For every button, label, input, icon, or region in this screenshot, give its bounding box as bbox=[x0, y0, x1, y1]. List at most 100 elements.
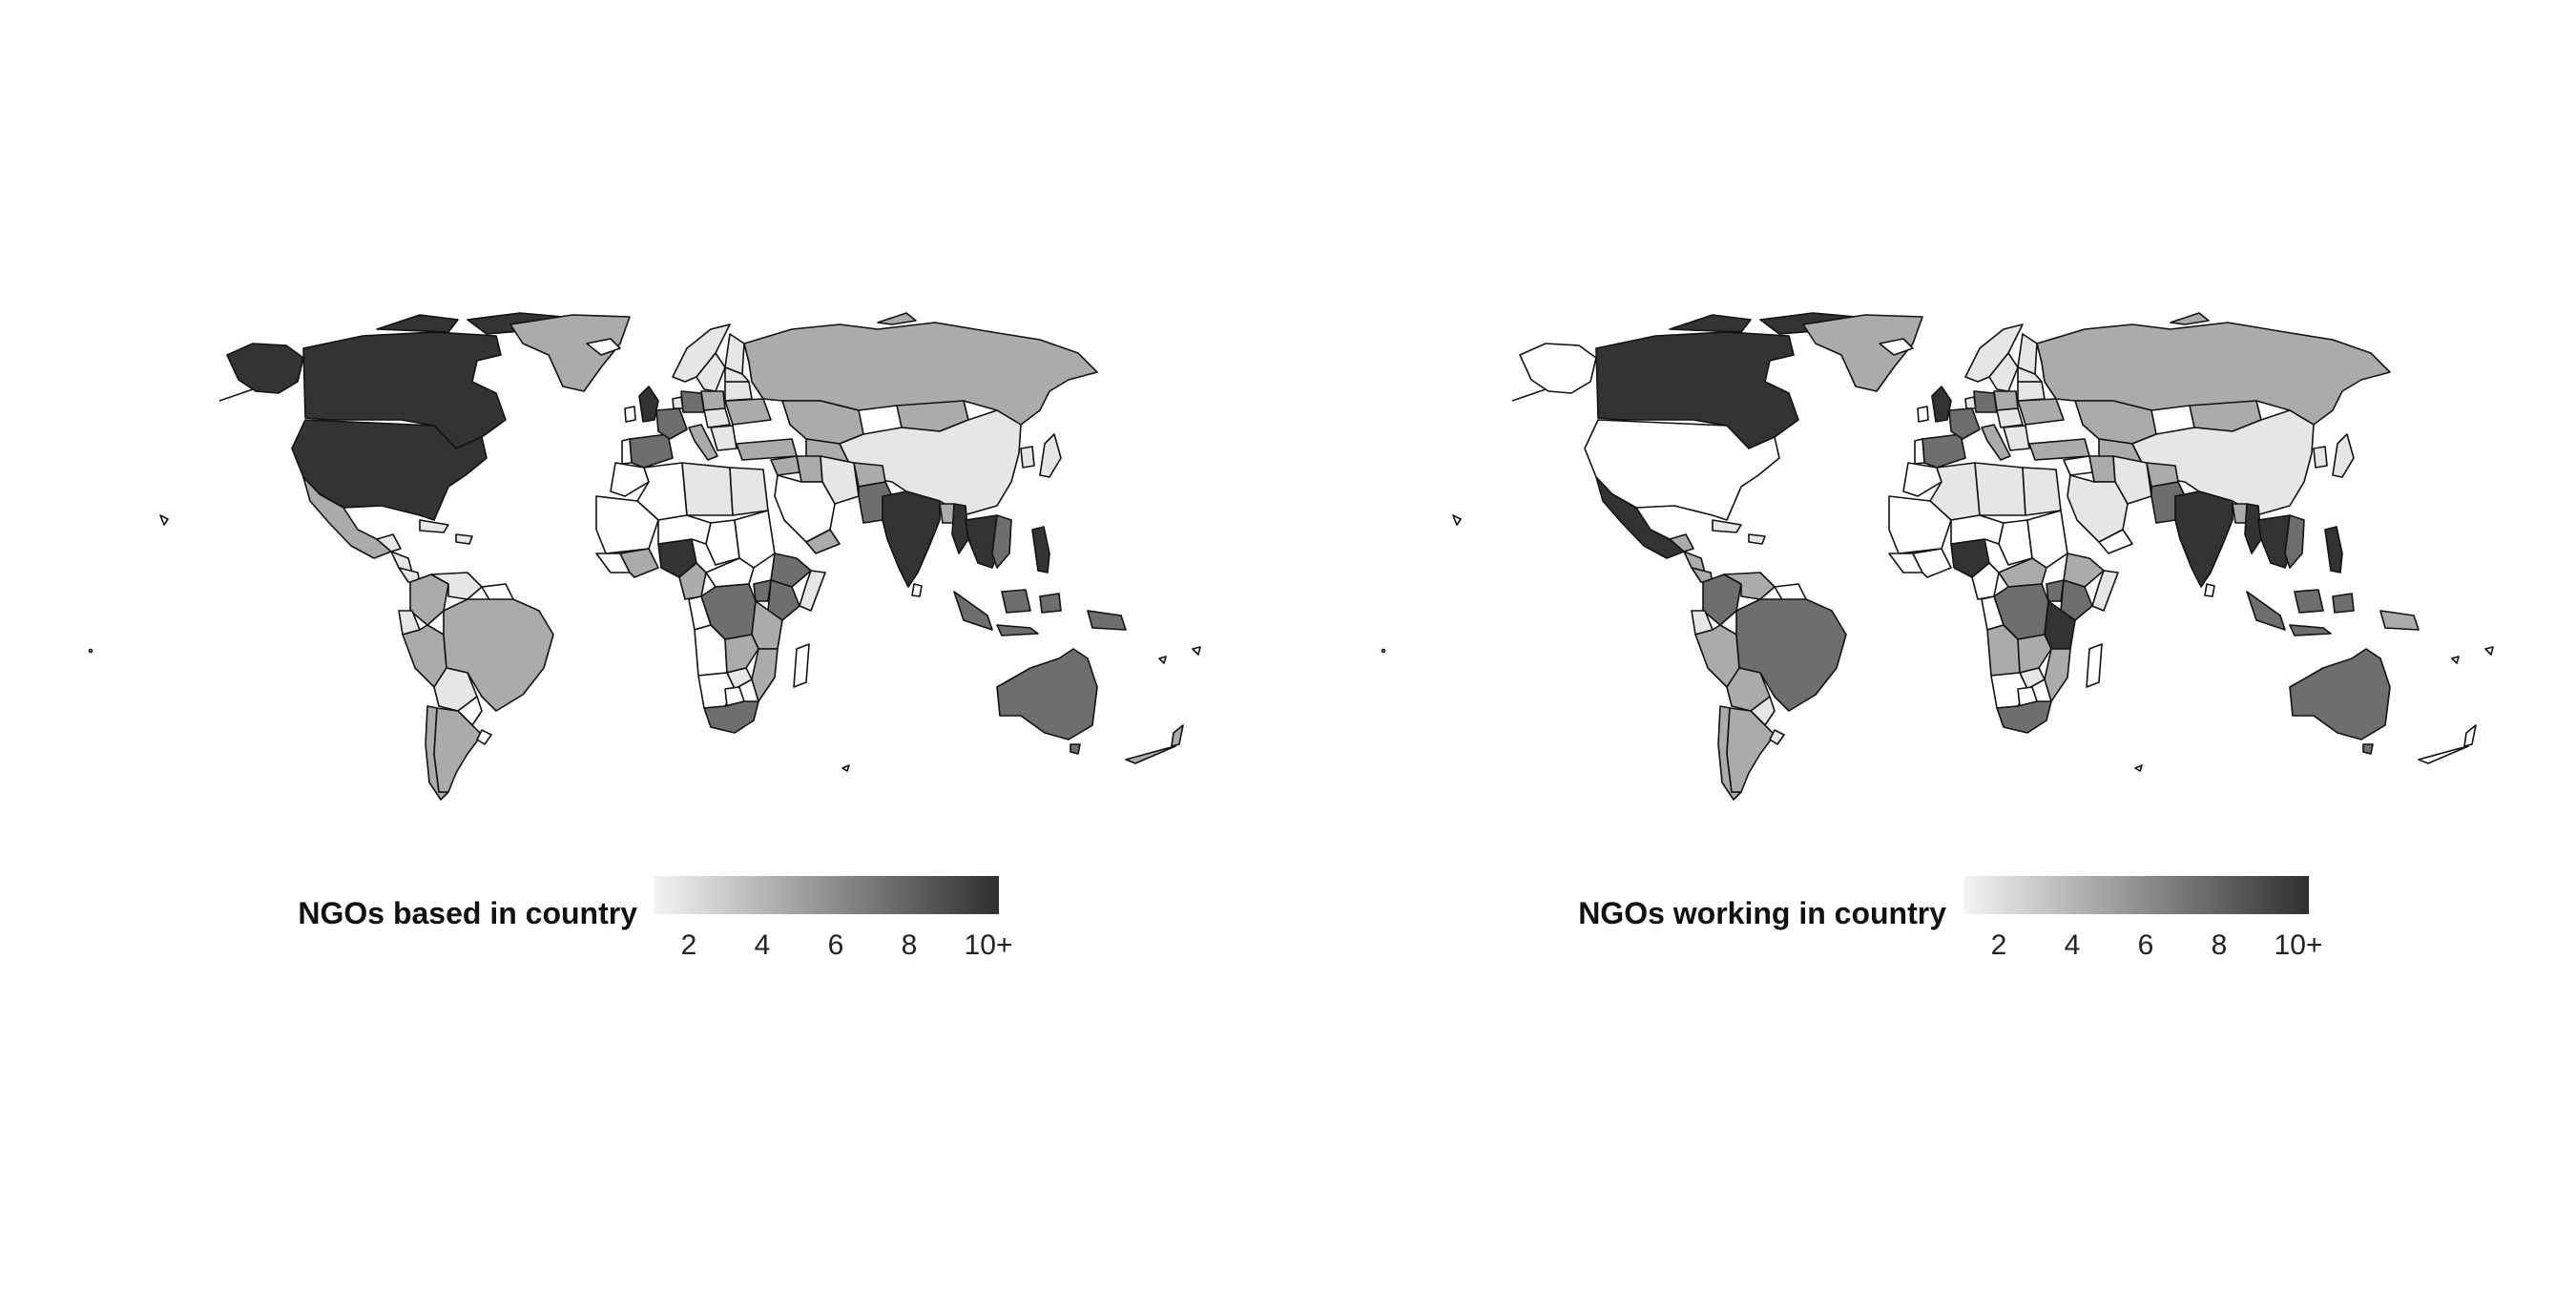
country-poland bbox=[1993, 390, 2019, 411]
country-syria bbox=[2063, 455, 2093, 476]
country-pacific bbox=[1158, 656, 1167, 664]
country-png bbox=[1087, 610, 1127, 631]
country-belarus bbox=[724, 381, 753, 402]
country-aus bbox=[2362, 743, 2374, 755]
country-mozam bbox=[2044, 648, 2071, 702]
country-iraq bbox=[796, 455, 823, 483]
country-aus bbox=[1070, 743, 1081, 755]
country-ireland bbox=[624, 406, 636, 423]
country-india bbox=[2174, 490, 2233, 588]
country-japan bbox=[2332, 433, 2355, 478]
country-italy bbox=[1981, 424, 2011, 461]
country-canada bbox=[1669, 314, 1752, 333]
country-pacific bbox=[1381, 648, 1386, 654]
country-sudan bbox=[734, 510, 776, 569]
country-indo bbox=[2294, 589, 2324, 614]
country-sweden bbox=[1988, 352, 2019, 392]
country-balkans bbox=[710, 425, 737, 451]
country-uganda bbox=[753, 579, 772, 602]
legend-tick: 8 bbox=[902, 929, 918, 961]
country-italy bbox=[688, 424, 718, 461]
country-indo bbox=[996, 624, 1039, 636]
country-japan bbox=[1039, 433, 1062, 478]
country-russia bbox=[743, 322, 1098, 426]
legend-tick: 4 bbox=[2065, 929, 2081, 961]
country-ireland bbox=[1917, 406, 1929, 423]
country-alaska bbox=[1511, 388, 1547, 402]
country-srilanka bbox=[2204, 583, 2215, 597]
country-argentina bbox=[433, 707, 483, 793]
country-baltic bbox=[2017, 366, 2043, 383]
country-srilanka bbox=[911, 583, 923, 597]
country-iraq bbox=[2088, 455, 2116, 483]
country-egypt bbox=[2022, 467, 2062, 516]
country-ethiopia bbox=[770, 553, 812, 588]
country-carib bbox=[419, 519, 449, 533]
country-norway bbox=[1964, 323, 2024, 383]
country-mozam bbox=[751, 648, 779, 702]
legend-tick: 10+ bbox=[965, 929, 1013, 961]
country-indo bbox=[953, 591, 993, 631]
country-chad bbox=[705, 519, 740, 566]
country-portugal bbox=[621, 438, 633, 465]
country-car bbox=[1998, 557, 2047, 588]
country-aus bbox=[996, 648, 1098, 740]
country-car bbox=[705, 557, 755, 588]
country-ukraine bbox=[2017, 398, 2065, 426]
country-niger bbox=[657, 514, 712, 545]
country-egypt bbox=[729, 467, 769, 516]
country-cameroon bbox=[1971, 562, 2000, 600]
country-canada bbox=[302, 331, 507, 449]
country-alaska bbox=[1519, 343, 1597, 394]
country-morocco bbox=[610, 462, 650, 497]
country-zambia bbox=[2017, 634, 2052, 674]
country-somalia bbox=[2091, 570, 2119, 612]
country-carib bbox=[455, 533, 473, 545]
country-camerica bbox=[1669, 533, 1694, 553]
country-sa bbox=[703, 700, 759, 734]
country-pacific bbox=[1192, 646, 1201, 656]
country-vietnam bbox=[2284, 514, 2305, 569]
legend-tick: 10+ bbox=[2275, 929, 2323, 961]
country-cameroon bbox=[678, 562, 707, 600]
country-pacific bbox=[2484, 646, 2494, 656]
country-iceland bbox=[586, 338, 621, 356]
country-niger bbox=[1950, 514, 2005, 545]
country-carib bbox=[1748, 533, 1766, 545]
country-spain bbox=[629, 433, 674, 469]
country-chad bbox=[1998, 519, 2033, 566]
country-libya bbox=[681, 462, 734, 516]
country-vietnam bbox=[991, 514, 1012, 569]
country-uk bbox=[1931, 386, 1952, 423]
country-central bbox=[1996, 407, 2024, 428]
country-greenland bbox=[1802, 314, 1923, 392]
country-phil bbox=[1031, 526, 1050, 574]
country-uganda bbox=[2046, 579, 2065, 602]
country-germany bbox=[1973, 390, 1998, 413]
country-libya bbox=[1974, 462, 2026, 516]
legend-title-based: NGOs based in country bbox=[298, 896, 637, 930]
country-uruguay bbox=[1769, 729, 1785, 745]
country-shapes-working bbox=[1381, 312, 2494, 801]
country-central bbox=[703, 407, 731, 428]
country-colombia bbox=[1702, 574, 1742, 626]
country-russia bbox=[2170, 312, 2210, 325]
country-iceland bbox=[1879, 338, 1914, 356]
country-nz bbox=[1171, 724, 1184, 747]
country-pacific bbox=[159, 514, 169, 526]
country-nz bbox=[2418, 745, 2469, 764]
country-canada bbox=[1595, 331, 1799, 449]
country-uruguay bbox=[476, 729, 492, 745]
country-nz bbox=[1125, 745, 1176, 764]
country-somalia bbox=[799, 570, 826, 612]
country-phil bbox=[2324, 526, 2343, 574]
country-pacific bbox=[841, 764, 850, 772]
legend-based: NGOs based in country 2 4 6 8 10+ bbox=[298, 876, 1012, 961]
country-kenya bbox=[767, 579, 800, 621]
country-colombia bbox=[409, 574, 449, 626]
country-pacific bbox=[1452, 514, 1462, 526]
country-germany bbox=[680, 390, 705, 413]
country-argentina bbox=[1726, 707, 1776, 793]
country-indo bbox=[1039, 593, 1062, 614]
